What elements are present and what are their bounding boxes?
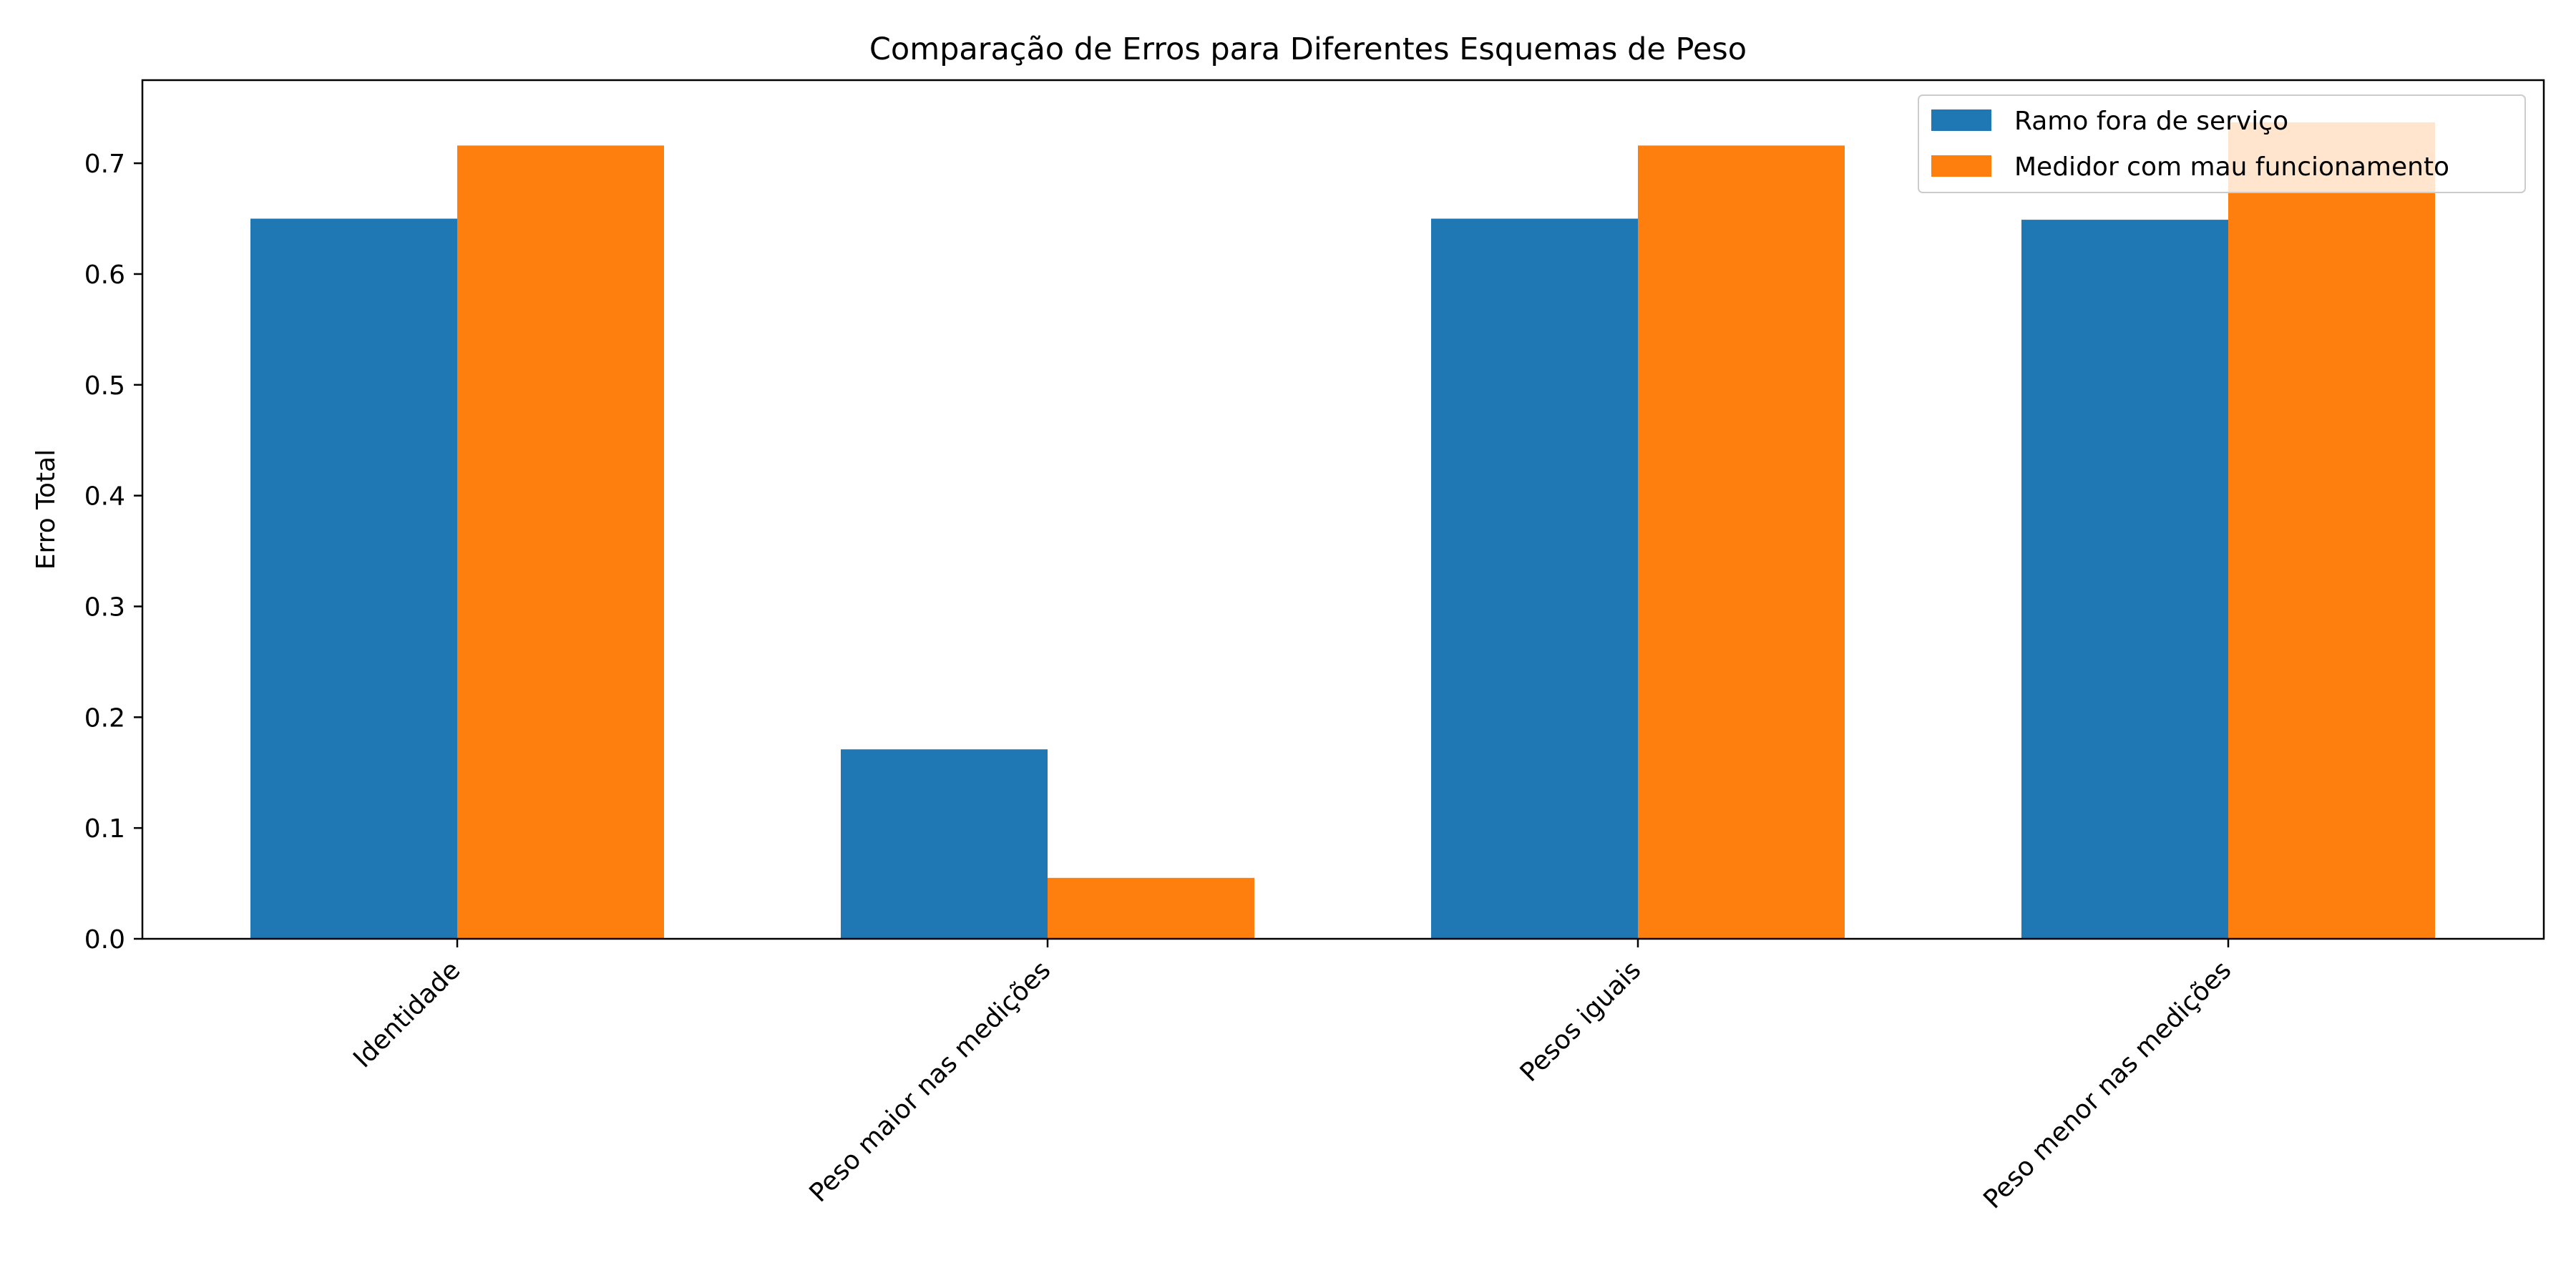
y-tick-label: 0.2 — [84, 703, 125, 733]
bar-medidor-3 — [2228, 122, 2435, 939]
plot-frame — [141, 79, 2545, 940]
legend-swatch — [1931, 109, 1991, 131]
legend-label: Ramo fora de serviço — [2014, 107, 2288, 136]
y-tick-label: 0.7 — [84, 150, 125, 179]
bar-ramo-3 — [2021, 220, 2228, 939]
legend-swatch — [1931, 155, 1991, 177]
y-tick-label: 0.3 — [84, 592, 125, 622]
bar-ramo-0 — [250, 218, 457, 939]
bar-medidor-0 — [457, 145, 664, 939]
y-tick-label: 0.1 — [84, 814, 125, 844]
y-axis-ticks: 0.0 0.1 0.2 0.3 0.4 0.5 0.6 0.7 — [84, 150, 142, 955]
legend-label: Medidor com mau funcionamento — [2014, 152, 2449, 182]
bar-medidor-2 — [1638, 145, 1845, 939]
legend: Ramo fora de serviço Medidor com mau func… — [1918, 94, 2526, 193]
legend-box — [1918, 94, 2526, 193]
bar-ramo-1 — [841, 749, 1048, 939]
y-tick-label: 0.4 — [84, 482, 125, 512]
y-tick-label: 0.5 — [84, 371, 125, 401]
chart-title: Comparação de Erros para Diferentes Esqu… — [869, 31, 1747, 67]
y-axis-label: Erro Total — [31, 449, 61, 570]
y-tick-label: 0.6 — [84, 260, 125, 290]
bar-medidor-1 — [1048, 877, 1254, 939]
bar-ramo-2 — [1431, 218, 1638, 939]
bars-layer — [250, 122, 2435, 939]
y-tick-label: 0.0 — [84, 925, 125, 955]
